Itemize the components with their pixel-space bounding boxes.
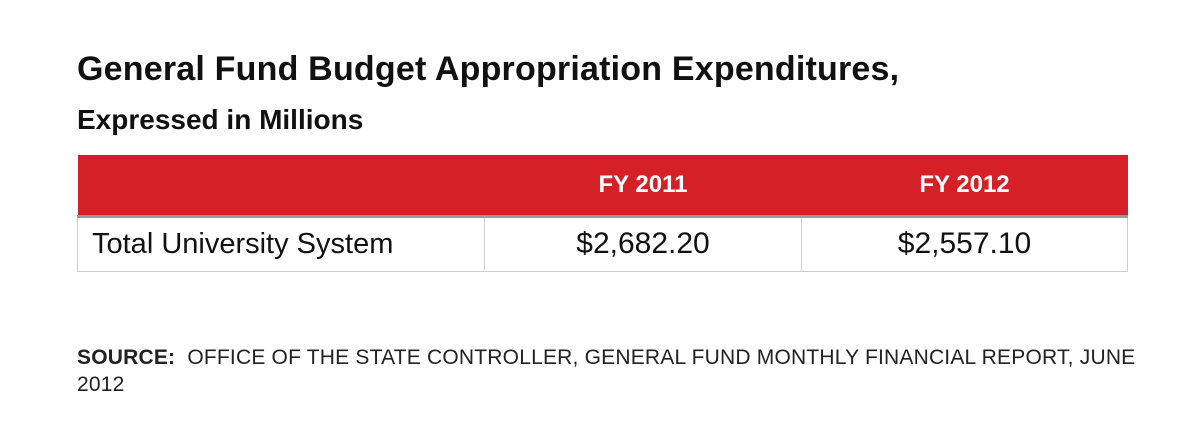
- source-note: SOURCE: OFFICE OF THE STATE CONTROLLER, …: [77, 344, 1137, 398]
- header-cell-empty: [77, 155, 485, 218]
- header-cell-fy2012: FY 2012: [801, 155, 1128, 218]
- table-header: FY 2011 FY 2012: [77, 155, 1128, 218]
- chart-subtitle: Expressed in Millions: [77, 104, 364, 135]
- source-label: SOURCE:: [77, 346, 176, 369]
- chart-title: General Fund Budget Appropriation Expend…: [77, 50, 900, 88]
- data-table: FY 2011 FY 2012 Total University System …: [77, 155, 1128, 272]
- header-row: FY 2011 FY 2012: [77, 155, 1128, 218]
- value-cell-fy2011: $2,682.20: [484, 215, 802, 272]
- row-label: Total University System: [77, 215, 485, 272]
- table-body: Total University System $2,682.20 $2,557…: [77, 215, 1128, 272]
- value-cell-fy2012: $2,557.10: [801, 215, 1128, 272]
- source-text: OFFICE OF THE STATE CONTROLLER, GENERAL …: [77, 346, 1136, 396]
- table-row: Total University System $2,682.20 $2,557…: [77, 215, 1128, 272]
- header-cell-fy2011: FY 2011: [484, 155, 802, 218]
